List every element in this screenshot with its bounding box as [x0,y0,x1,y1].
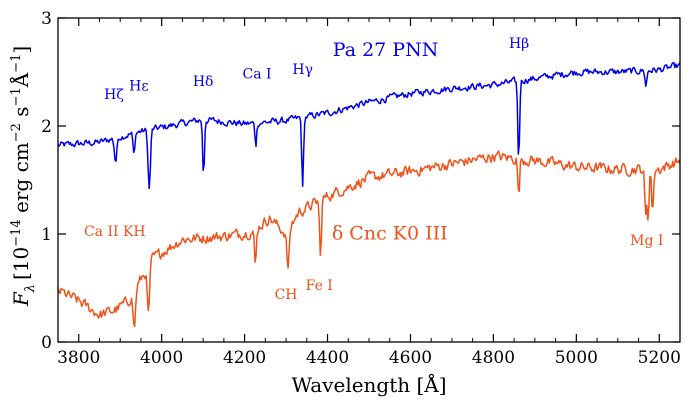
annotation-label: Hβ [509,36,529,52]
annotation-label: Mg I [630,233,663,249]
y-tick-label: 2 [41,117,52,137]
ylabel-exp1b: −1 [9,54,24,73]
x-tick-label: 4600 [389,348,432,368]
ylabel-s: s [9,106,33,123]
tick-layer [57,17,681,343]
y-tick-label: 1 [41,225,52,245]
x-tick-label: 3800 [57,348,100,368]
series-layer [57,61,681,328]
ylabel-erg-cm: erg cm [9,142,33,219]
annotation-label: Pa 27 PNN [333,39,439,61]
annotation-label: δ Cnc K0 III [332,222,448,244]
x-axis-title: Wavelength [Å] [291,372,446,397]
annotation-label: Ca II KH [84,224,146,240]
x-tick-labels: 3800 4000 4200 4400 4600 4800 5000 5200 [57,348,681,368]
annotation-label: CH [275,287,298,303]
x-tick-label: 4400 [306,348,349,368]
ylabel-angstrom: Å [8,72,33,88]
plot-frame [57,17,681,343]
annotation-layer: Pa 27 PNN δ Cnc K0 III Hζ Hε Hδ Ca I Hγ Hβ Ca II… [84,36,664,303]
y-tick-label: 0 [41,333,52,353]
x-tick-label: 4000 [140,348,183,368]
annotation-label: Fe I [306,278,333,294]
annotation-label: Ca I [243,66,272,82]
ylabel-lambda: λ [23,284,38,293]
ylabel-open: [10 [9,247,33,280]
y-tick-label: 3 [41,9,52,29]
ylabel-exp14: −14 [9,219,24,246]
ylabel-close: ] [9,46,33,54]
annotation-label: Hγ [292,62,313,78]
x-tick-label: 5000 [555,348,598,368]
x-tick-label: 5200 [638,348,681,368]
series-line-0 [57,61,681,190]
x-tick-label: 4800 [472,348,515,368]
annotation-label: Hδ [193,74,214,90]
ylabel-exp2: −2 [9,123,24,142]
annotation-label: Hε [129,78,148,94]
annotation-label: Hζ [104,87,124,103]
x-tick-label: 4200 [223,348,266,368]
y-axis-title: Fλ[10−14 erg cm−2 s−1Å−1] [8,46,38,307]
series-line-1 [57,150,681,328]
y-tick-labels: 0 1 2 3 [41,9,52,353]
ylabel-f: F [9,291,33,307]
ylabel-exp1a: −1 [9,87,24,106]
y-axis-title-text: Fλ[10−14 erg cm−2 s−1Å−1] [8,46,38,307]
